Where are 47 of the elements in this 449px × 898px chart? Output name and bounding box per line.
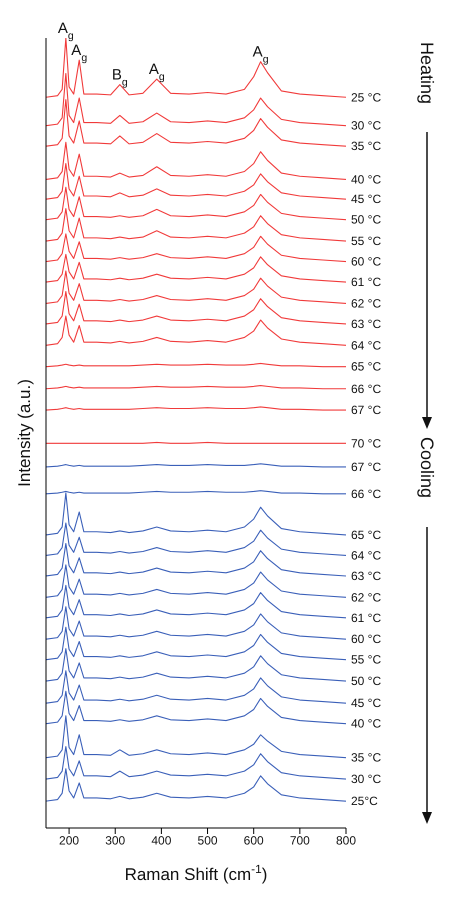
series-label: 55 °C (351, 652, 382, 667)
series-label: 61 °C (351, 275, 382, 290)
series-label: 35 °C (351, 139, 382, 154)
annotation: B$_{g}$ (112, 66, 128, 89)
series-label: 65 °C (351, 528, 382, 542)
series-label: 50 °C (351, 674, 382, 688)
series-label: 62 °C (351, 296, 382, 310)
series-label: 55 °C (351, 234, 382, 248)
series-label: 50 °C (351, 212, 382, 227)
series-label: 63 °C (351, 316, 382, 331)
text: Cooling (417, 437, 437, 498)
series-label: 35 °C (351, 750, 382, 765)
series-label: 67 °C (351, 403, 382, 418)
series-label: 65 °C (351, 360, 382, 374)
series-label: 70 °C (351, 436, 382, 450)
x-tick-label: 300 (105, 834, 126, 848)
annotation: A$_{g}$ (148, 61, 165, 84)
annotation: A$_{g}$ (252, 44, 269, 66)
x-tick-label: 500 (198, 834, 218, 848)
y-axis-title: Intensity (a.u.) (15, 379, 34, 487)
x-tick-label: 700 (290, 834, 310, 848)
series-label: 60 °C (351, 254, 382, 269)
series-label: 61 °C (351, 610, 382, 625)
series-label: 63 °C (351, 568, 382, 583)
series-label: 25°C (351, 794, 378, 808)
series-label: 45 °C (351, 696, 382, 710)
series-label: 62 °C (351, 590, 382, 604)
series-label: 30 °C (351, 772, 382, 786)
series-label: 64 °C (351, 548, 382, 562)
series-label: 64 °C (351, 338, 382, 352)
series-label: 60 °C (351, 632, 382, 646)
series-label: 66 °C (351, 486, 382, 501)
annotation: A$_{g}$ (58, 20, 74, 42)
x-tick-label: 800 (336, 834, 356, 848)
x-tick-label: 600 (244, 834, 264, 848)
series-label: 45 °C (351, 192, 382, 206)
text: Heating (417, 42, 437, 104)
series-label: 67 °C (351, 460, 382, 474)
series-label: 25 °C (351, 90, 382, 104)
series-label: 40 °C (351, 172, 382, 186)
x-axis-title: Raman Shift (cm$^{-1}$) (124, 862, 268, 884)
series-label: 30 °C (351, 118, 382, 133)
annotation: A$_{g}$ (71, 42, 88, 64)
x-tick-label: 200 (59, 834, 80, 848)
series-label: 66 °C (351, 382, 382, 396)
series-label: 40 °C (351, 716, 382, 731)
x-tick-label: 400 (151, 834, 172, 848)
